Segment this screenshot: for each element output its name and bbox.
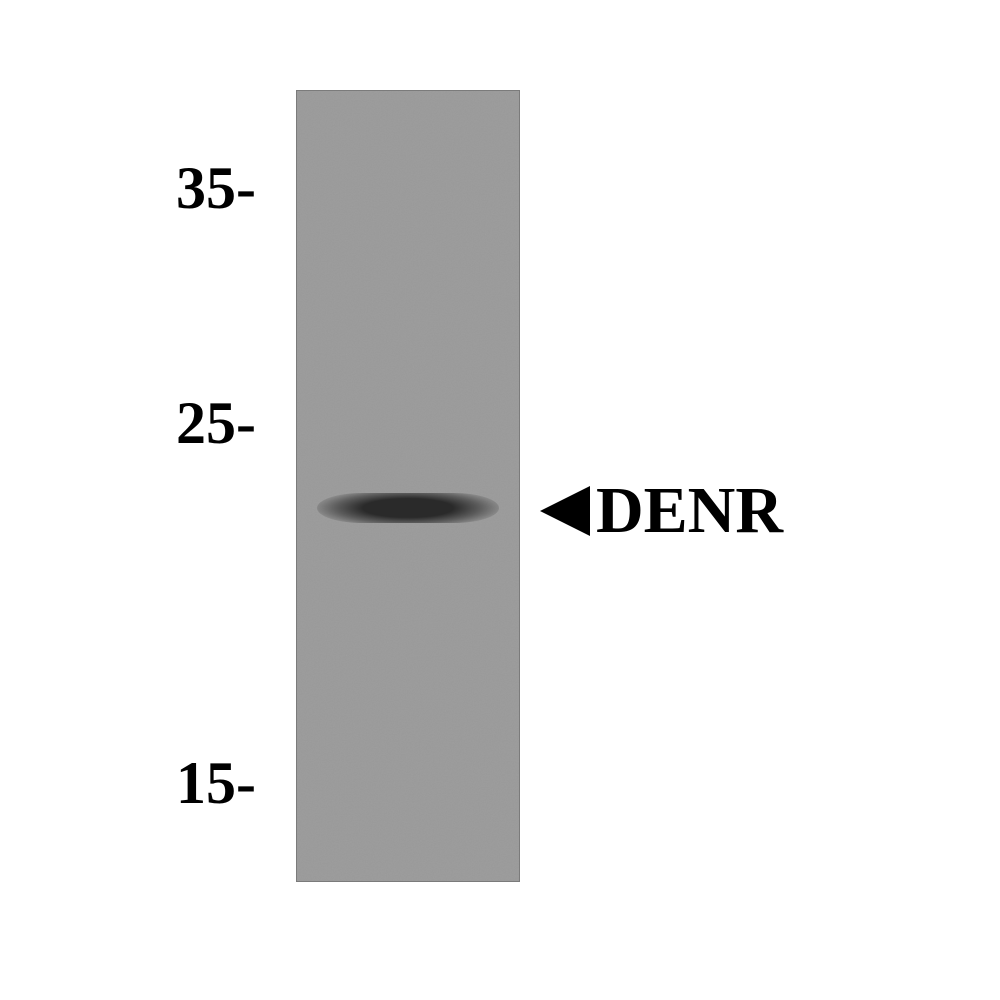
mw-marker-35: 35-	[0, 158, 256, 218]
mw-marker-text: 35-	[176, 155, 256, 221]
mw-marker-25: 25-	[0, 393, 256, 453]
band-label-text: DENR	[596, 478, 783, 544]
band-label: DENR	[540, 478, 783, 544]
western-blot-figure: 35- 25- 15- DENR	[0, 0, 1000, 1000]
mw-marker-15: 15-	[0, 753, 256, 813]
mw-marker-text: 25-	[176, 390, 256, 456]
protein-band	[317, 493, 499, 523]
mw-marker-text: 15-	[176, 750, 256, 816]
blot-lane	[296, 90, 520, 882]
lane-noise	[297, 91, 519, 881]
band-arrow-icon	[540, 486, 590, 536]
